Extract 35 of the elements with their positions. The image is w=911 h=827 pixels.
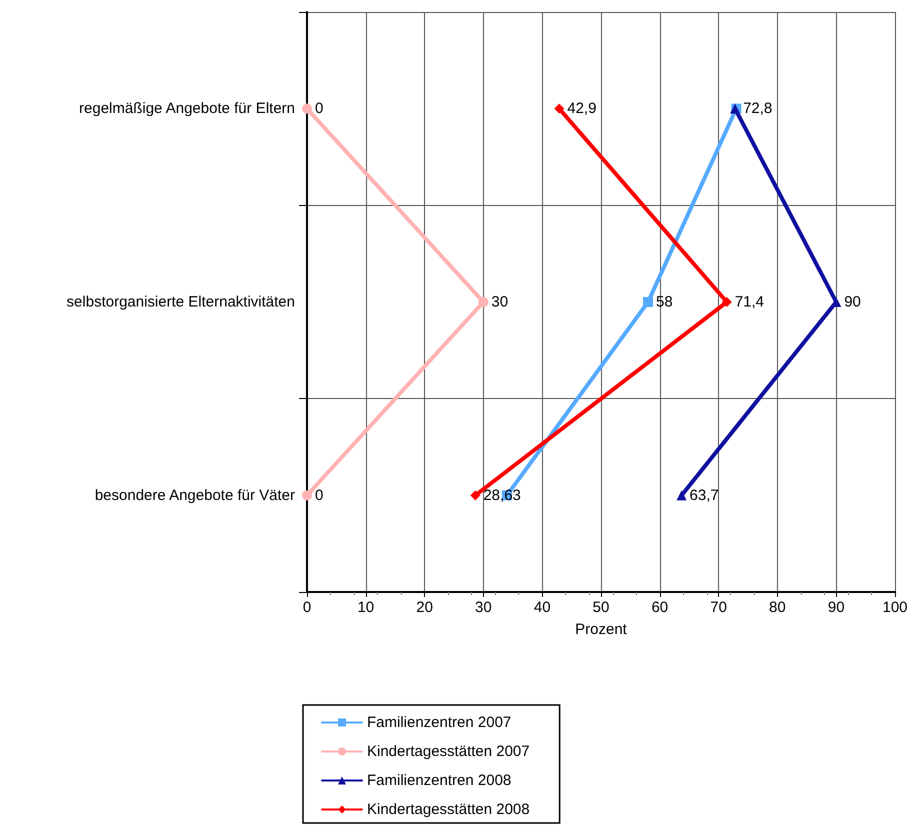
x-tick-label: 80: [769, 599, 786, 616]
data-label: 42,9: [567, 100, 596, 118]
y-tick-label: besondere Angebote für Väter: [94, 486, 295, 504]
x-tick-label: 30: [475, 599, 492, 616]
data-label: 63,7: [690, 486, 719, 504]
x-tick-label: 70: [710, 599, 727, 616]
x-tick-label: 90: [828, 599, 845, 616]
data-label: 72,8: [743, 100, 772, 118]
data-label: 0: [315, 100, 324, 118]
x-tick-label: 40: [534, 599, 551, 616]
x-tick-label: 0: [302, 599, 312, 616]
data-label: 90: [844, 294, 861, 310]
y-tick-label: selbstorganisierte Elternaktivitäten: [66, 294, 295, 310]
data-label: 30: [491, 294, 508, 310]
point: [676, 490, 687, 500]
point: [554, 104, 564, 114]
x-tick-label: 10: [357, 599, 374, 616]
legend-label: Kindertagesstätten 2007: [367, 743, 530, 760]
data-label: 0: [315, 486, 324, 504]
y-tick-label: regelmäßige Angebote für Eltern: [79, 100, 295, 118]
point: [722, 297, 732, 307]
point: [470, 490, 480, 500]
x-tick-label: 20: [416, 599, 433, 616]
point: [643, 297, 654, 307]
x-tick-label: 60: [651, 599, 668, 616]
data-label: 71,4: [734, 294, 764, 310]
point: [478, 297, 488, 307]
x-tick-label: 100: [882, 599, 908, 616]
legend-label: Familienzentren 2008: [367, 772, 512, 789]
point: [302, 104, 312, 114]
legend-label: Kindertagesstätten 2008: [367, 801, 530, 818]
x-tick-label: 50: [592, 599, 610, 616]
point: [302, 490, 312, 500]
legend-label: Familienzentren 2007: [367, 714, 512, 731]
x-axis-title: Prozent: [575, 621, 628, 638]
